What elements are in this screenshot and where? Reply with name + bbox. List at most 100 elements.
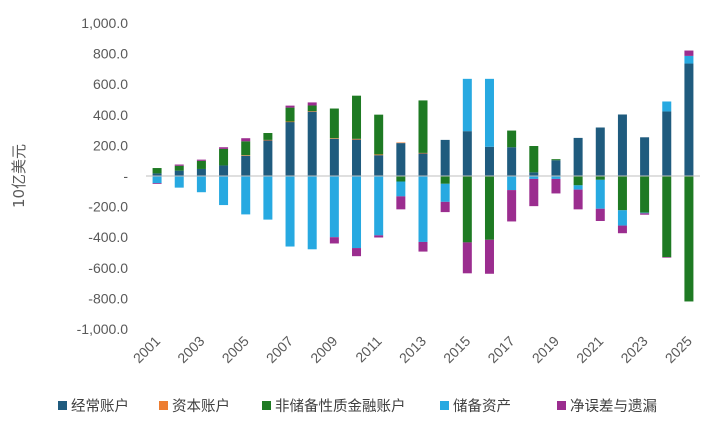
bar-2012-series-1 <box>396 142 406 144</box>
x-tick-label: 2021 <box>573 333 606 366</box>
legend-swatch <box>262 401 271 410</box>
y-tick-label: -400.0 <box>88 229 128 245</box>
bar-2015-series-4 <box>462 242 472 274</box>
bar-2018-series-3 <box>529 176 539 179</box>
bar-2012-series-3 <box>396 181 406 197</box>
bar-2024-series-4 <box>662 257 672 258</box>
bar-2014-series-4 <box>440 201 450 213</box>
bar-2008-series-4 <box>307 102 317 106</box>
bar-2022-series-3 <box>617 210 627 226</box>
y-tick-label: -600.0 <box>88 260 128 276</box>
bar-2003-series-0 <box>196 168 206 176</box>
bar-2015-series-0 <box>462 131 472 176</box>
bar-2008-series-2 <box>307 105 317 112</box>
bar-2016-series-2 <box>484 176 494 240</box>
bar-2022-series-0 <box>617 114 627 176</box>
bar-2018-series-0 <box>529 172 539 176</box>
x-tick-label: 2025 <box>662 333 695 366</box>
bar-2001-series-3 <box>152 176 162 184</box>
x-tick-label: 2007 <box>263 333 296 366</box>
bar-2008-series-0 <box>307 111 317 176</box>
bar-2023-series-3 <box>640 212 650 214</box>
bar-2013-series-4 <box>418 241 428 252</box>
x-tick-labels: 2001 2003 2005 2007 2009 2011 2013 2015 2017 2019… <box>130 333 695 366</box>
bar-2003-series-3 <box>196 176 206 193</box>
bar-2011-series-2 <box>374 114 384 155</box>
bar-2023-series-0 <box>640 137 650 176</box>
bar-2025-series-4 <box>684 50 694 56</box>
bar-2003-series-4 <box>196 159 206 161</box>
bar-2005-series-3 <box>241 176 251 215</box>
bar-2023-series-2 <box>640 176 650 213</box>
legend: 经常账户 资本账户 非储备性质金融账户 储备资产 净误差与遗漏 <box>58 398 657 415</box>
bar-2004-series-2 <box>219 148 229 166</box>
y-tick-label: 800.0 <box>93 46 128 62</box>
bar-2022-series-2 <box>617 176 627 211</box>
bar-2006-series-0 <box>263 140 273 176</box>
bar-2004-series-4 <box>219 147 229 149</box>
bar-2009-series-4 <box>329 237 339 244</box>
bar-2021-series-2 <box>595 176 605 180</box>
bar-2018-series-4 <box>529 178 539 207</box>
y-axis-label: 10亿美元 <box>10 144 28 208</box>
bar-2014-series-3 <box>440 183 450 202</box>
bar-2002-series-2 <box>174 165 184 171</box>
bar-2016-series-3 <box>484 78 494 147</box>
x-tick-label: 2001 <box>130 333 163 366</box>
x-tick-label: 2009 <box>307 333 340 366</box>
bar-2007-series-4 <box>285 105 295 108</box>
legend-swatch <box>440 401 449 410</box>
bar-2005-series-1 <box>241 155 251 156</box>
bar-2012-series-0 <box>396 143 406 176</box>
bar-2011-series-0 <box>374 155 384 176</box>
bar-2019-series-0 <box>551 160 561 176</box>
x-tick-label: 2005 <box>218 333 251 366</box>
bar-2001-series-4 <box>152 183 162 184</box>
bar-2007-series-0 <box>285 121 295 176</box>
y-tick-labels: 1,000.0 800.0 600.0 400.0 200.0 - -200.0 -400.0… <box>77 15 129 337</box>
y-tick-label: - <box>123 168 128 184</box>
bar-2009-series-0 <box>329 138 339 176</box>
bar-2020-series-3 <box>573 185 583 190</box>
bar-2008-series-3 <box>307 176 317 250</box>
bar-2015-series-3 <box>462 78 472 132</box>
bar-2019-series-3 <box>551 176 561 179</box>
bar-2002-series-4 <box>174 164 184 166</box>
x-tick-label: 2011 <box>352 333 385 366</box>
bar-2001-series-0 <box>152 173 162 176</box>
bar-2003-series-2 <box>196 160 206 169</box>
bar-2013-series-2 <box>418 100 428 153</box>
y-tick-label: -200.0 <box>88 199 128 215</box>
bar-2016-series-0 <box>484 146 494 176</box>
bar-2019-series-4 <box>551 178 561 194</box>
bar-2017-series-3 <box>507 176 517 191</box>
legend-label: 非储备性质金融账户 <box>275 398 406 415</box>
x-tick-label: 2013 <box>396 333 429 366</box>
bar-2025-series-3 <box>684 55 694 64</box>
legend-swatch <box>58 401 67 410</box>
bar-2010-series-4 <box>352 248 362 257</box>
y-tick-label: -800.0 <box>88 290 128 306</box>
bar-2011-series-1 <box>374 154 384 156</box>
bar-2010-series-0 <box>352 139 362 176</box>
legend-label: 经常账户 <box>71 398 129 415</box>
y-tick-label: 1,000.0 <box>81 15 128 31</box>
bar-2011-series-4 <box>374 235 384 238</box>
bar-2004-series-0 <box>219 165 229 176</box>
bar-2023-series-4 <box>640 213 650 215</box>
x-tick-label: 2017 <box>484 333 517 366</box>
bar-2004-series-3 <box>219 176 229 206</box>
bar-2005-series-2 <box>241 141 251 156</box>
bar-2020-series-2 <box>573 176 583 186</box>
bar-2018-series-2 <box>529 146 539 173</box>
bar-2013-series-3 <box>418 176 428 242</box>
bar-2005-series-0 <box>241 155 251 176</box>
bar-2014-series-2 <box>440 176 450 184</box>
bar-2009-series-2 <box>329 108 339 139</box>
bars-layer <box>152 50 694 302</box>
bar-2013-series-1 <box>418 152 428 154</box>
bar-2024-series-3 <box>662 101 672 112</box>
legend-swatch <box>557 401 566 410</box>
bar-2024-series-0 <box>662 111 672 176</box>
bar-2009-series-3 <box>329 176 339 238</box>
